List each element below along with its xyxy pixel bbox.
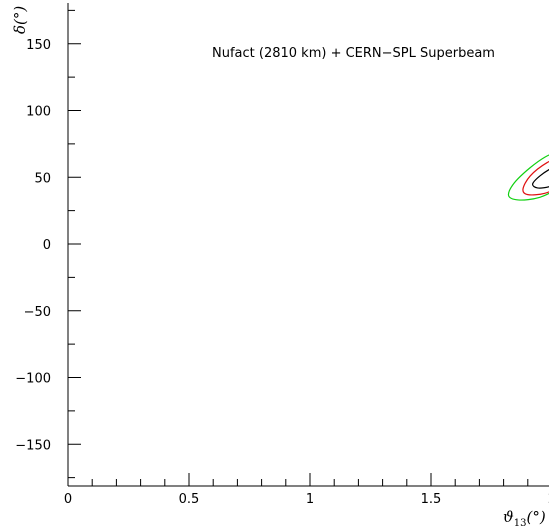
y-tick-label: −150 xyxy=(15,438,51,453)
x-tick-label: 0 xyxy=(64,492,72,507)
y-tick-label: 50 xyxy=(34,171,51,186)
y-axis-label: δ(°) xyxy=(11,6,29,34)
y-axis-symbol: δ xyxy=(11,25,29,34)
y-tick-label: −50 xyxy=(24,305,51,320)
y-tick-label: −100 xyxy=(15,372,51,387)
x-tick-label: 1 xyxy=(306,492,314,507)
y-tick-label: 150 xyxy=(26,38,51,53)
x-axis-unit: (°) xyxy=(526,508,545,526)
y-axis-unit: (°) xyxy=(11,6,29,25)
contours xyxy=(507,154,549,201)
contour-inner xyxy=(532,168,549,189)
contour-outer xyxy=(507,154,549,201)
y-tick-label: 100 xyxy=(26,105,51,120)
x-axis-label: ϑ13(°) xyxy=(503,508,546,529)
chart-title: Nufact (2810 km) + CERN−SPL Superbeam xyxy=(212,46,495,61)
y-tick-label: 0 xyxy=(43,238,51,253)
x-axis-symbol: ϑ xyxy=(503,508,514,526)
x-axis-subscript: 13 xyxy=(514,518,527,529)
x-tick-label: 2 xyxy=(548,492,549,507)
x-tick-label: 1.5 xyxy=(421,492,442,507)
x-tick-label: 0.5 xyxy=(179,492,200,507)
contour-middle xyxy=(522,160,549,196)
